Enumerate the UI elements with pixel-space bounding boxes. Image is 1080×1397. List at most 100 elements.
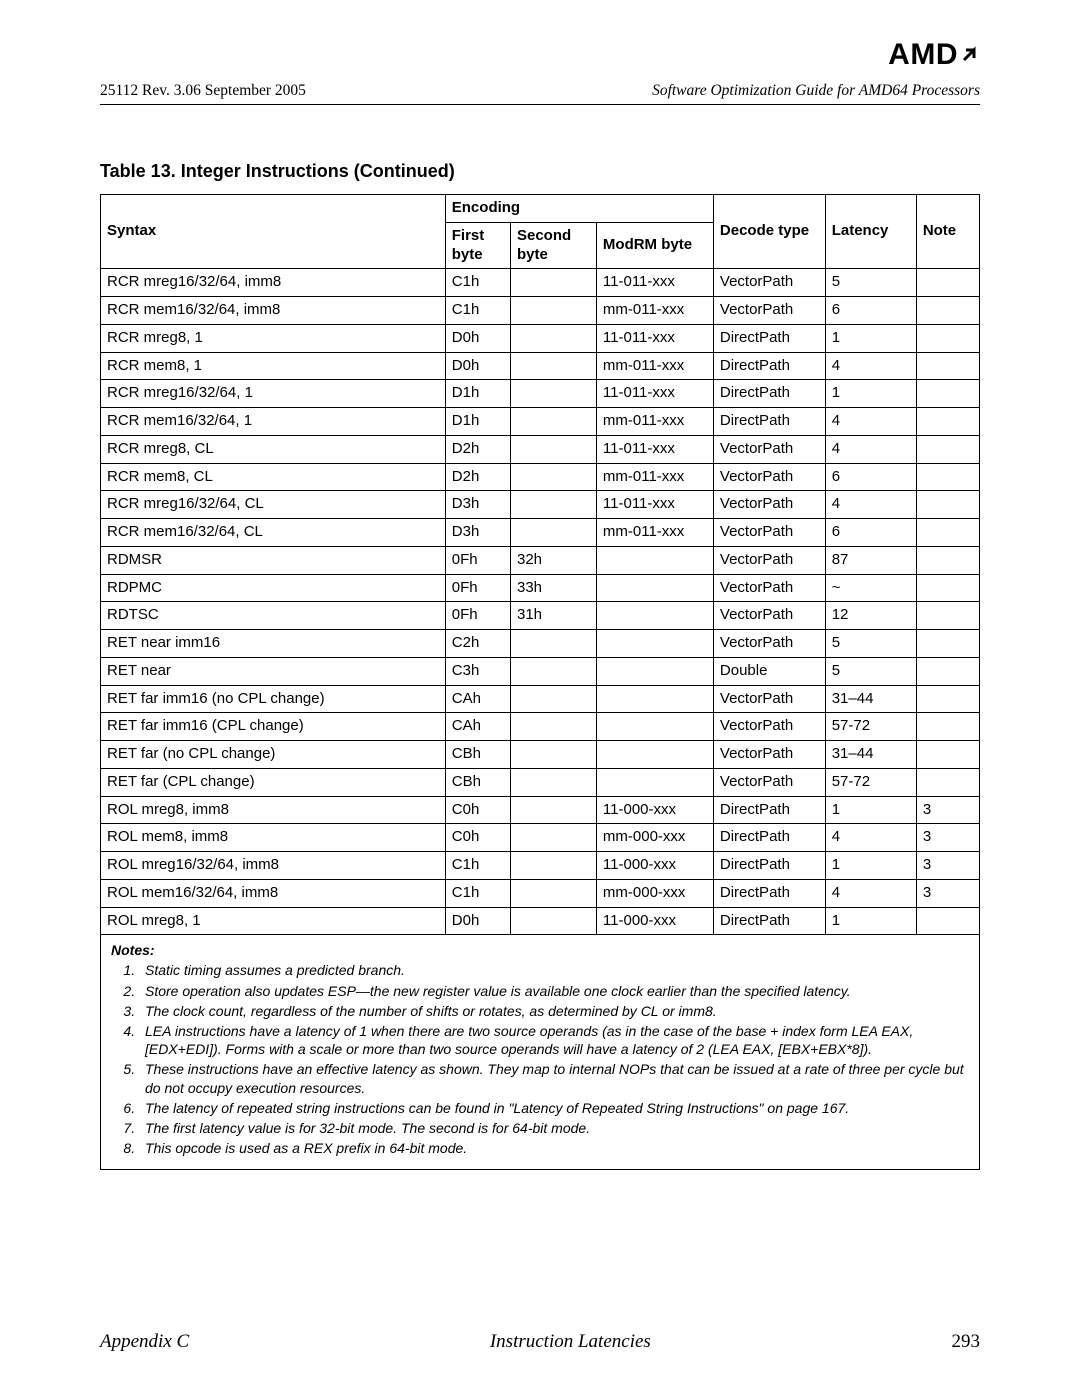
table-row: ROL mem16/32/64, imm8C1hmm-000-xxxDirect… [101, 879, 980, 907]
cell-sb [510, 824, 596, 852]
doc-id: 25112 Rev. 3.06 September 2005 [100, 82, 306, 100]
cell-s: ROL mem16/32/64, imm8 [101, 879, 446, 907]
cell-lat: 5 [825, 269, 916, 297]
cell-n [916, 602, 979, 630]
cell-dt: DirectPath [713, 352, 825, 380]
cell-n [916, 657, 979, 685]
cell-s: RCR mem8, 1 [101, 352, 446, 380]
col-note: Note [916, 195, 979, 269]
table-row: RCR mem16/32/64, 1D1hmm-011-xxxDirectPat… [101, 408, 980, 436]
cell-mr: mm-000-xxx [596, 824, 713, 852]
cell-mr: 11-000-xxx [596, 796, 713, 824]
cell-s: RET near imm16 [101, 630, 446, 658]
table-row: RCR mreg8, CLD2h11-011-xxxVectorPath4 [101, 435, 980, 463]
cell-fb: C0h [445, 824, 510, 852]
cell-mr [596, 630, 713, 658]
cell-mr: 11-011-xxx [596, 324, 713, 352]
cell-sb [510, 297, 596, 325]
cell-lat: 4 [825, 879, 916, 907]
cell-lat: 5 [825, 657, 916, 685]
cell-lat: 31–44 [825, 685, 916, 713]
cell-s: RET near [101, 657, 446, 685]
cell-dt: VectorPath [713, 297, 825, 325]
cell-fb: CAh [445, 713, 510, 741]
cell-dt: VectorPath [713, 630, 825, 658]
cell-fb: D0h [445, 352, 510, 380]
cell-sb [510, 519, 596, 547]
cell-dt: DirectPath [713, 852, 825, 880]
table-row: ROL mreg8, imm8C0h11-000-xxxDirectPath13 [101, 796, 980, 824]
cell-dt: DirectPath [713, 380, 825, 408]
cell-s: RDMSR [101, 546, 446, 574]
cell-sb [510, 269, 596, 297]
cell-n [916, 685, 979, 713]
cell-mr: mm-011-xxx [596, 463, 713, 491]
cell-fb: D3h [445, 491, 510, 519]
cell-n [916, 546, 979, 574]
note-item: This opcode is used as a REX prefix in 6… [139, 1139, 969, 1157]
cell-s: RCR mreg8, 1 [101, 324, 446, 352]
cell-s: ROL mem8, imm8 [101, 824, 446, 852]
cell-sb [510, 324, 596, 352]
cell-n [916, 741, 979, 769]
cell-n [916, 380, 979, 408]
table-row: RCR mem16/32/64, CLD3hmm-011-xxxVectorPa… [101, 519, 980, 547]
cell-sb: 33h [510, 574, 596, 602]
cell-n [916, 297, 979, 325]
cell-n [916, 435, 979, 463]
cell-mr: 11-000-xxx [596, 852, 713, 880]
cell-mr: mm-011-xxx [596, 408, 713, 436]
cell-lat: ~ [825, 574, 916, 602]
cell-sb [510, 879, 596, 907]
table-row: ROL mreg8, 1D0h11-000-xxxDirectPath1 [101, 907, 980, 935]
cell-dt: DirectPath [713, 907, 825, 935]
cell-fb: C1h [445, 852, 510, 880]
cell-sb [510, 435, 596, 463]
cell-dt: DirectPath [713, 408, 825, 436]
cell-mr: 11-011-xxx [596, 269, 713, 297]
cell-fb: CBh [445, 741, 510, 769]
cell-fb: D3h [445, 519, 510, 547]
cell-lat: 6 [825, 297, 916, 325]
cell-sb [510, 796, 596, 824]
cell-dt: VectorPath [713, 463, 825, 491]
cell-mr [596, 602, 713, 630]
table-body: RCR mreg16/32/64, imm8C1h11-011-xxxVecto… [101, 269, 980, 935]
note-item: The clock count, regardless of the numbe… [139, 1002, 969, 1020]
notes-list: Static timing assumes a predicted branch… [139, 961, 969, 1157]
cell-s: RDPMC [101, 574, 446, 602]
note-item: The first latency value is for 32-bit mo… [139, 1119, 969, 1137]
col-syntax: Syntax [101, 195, 446, 269]
cell-dt: VectorPath [713, 269, 825, 297]
cell-n [916, 324, 979, 352]
cell-fb: D2h [445, 435, 510, 463]
table-row: RCR mreg16/32/64, CLD3h11-011-xxxVectorP… [101, 491, 980, 519]
cell-fb: 0Fh [445, 546, 510, 574]
cell-dt: DirectPath [713, 324, 825, 352]
cell-lat: 1 [825, 324, 916, 352]
cell-sb [510, 657, 596, 685]
table-row: RET far (no CPL change)CBhVectorPath31–4… [101, 741, 980, 769]
cell-dt: VectorPath [713, 741, 825, 769]
cell-fb: D1h [445, 408, 510, 436]
table-row: RCR mem16/32/64, imm8C1hmm-011-xxxVector… [101, 297, 980, 325]
cell-sb [510, 352, 596, 380]
cell-lat: 1 [825, 380, 916, 408]
cell-sb [510, 852, 596, 880]
cell-s: RET far imm16 (CPL change) [101, 713, 446, 741]
cell-mr [596, 574, 713, 602]
cell-mr: mm-000-xxx [596, 879, 713, 907]
cell-mr: 11-011-xxx [596, 491, 713, 519]
table-row: RET far imm16 (CPL change)CAhVectorPath5… [101, 713, 980, 741]
cell-sb [510, 685, 596, 713]
cell-sb [510, 713, 596, 741]
col-second-byte: Second byte [510, 222, 596, 269]
cell-s: RET far (no CPL change) [101, 741, 446, 769]
table-row: ROL mreg16/32/64, imm8C1h 11-000-xxxDirec… [101, 852, 980, 880]
note-item: LEA instructions have a latency of 1 whe… [139, 1022, 969, 1058]
cell-n [916, 574, 979, 602]
instruction-table: Syntax Encoding Decode type Latency Note… [100, 194, 980, 935]
cell-sb [510, 630, 596, 658]
cell-s: ROL mreg16/32/64, imm8 [101, 852, 446, 880]
cell-mr: 11-000-xxx [596, 907, 713, 935]
